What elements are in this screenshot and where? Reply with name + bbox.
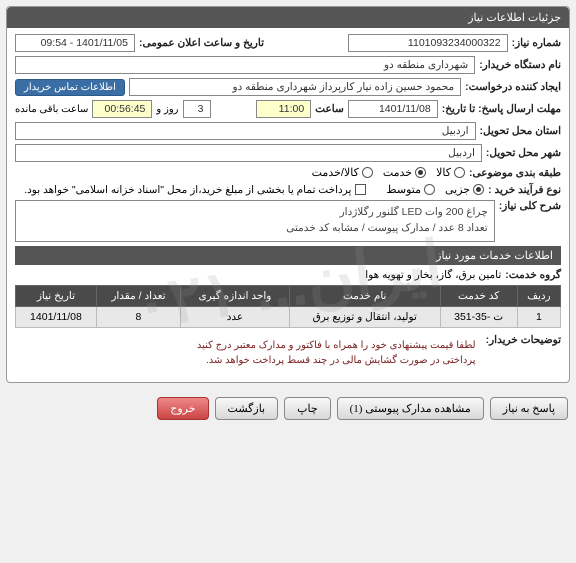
row-buyer-notes: توضیحات خریدار: لطفا قیمت پیشنهادی خود ر… — [15, 334, 561, 372]
need-number-label: شماره نیاز: — [512, 37, 561, 49]
payment-checkbox[interactable] — [355, 184, 366, 195]
radio-service[interactable]: خدمت — [383, 166, 426, 179]
cell-name: تولید، انتقال و توزیع برق — [289, 306, 440, 327]
row-province: استان محل تحویل: اردبیل — [15, 122, 561, 140]
buyer-note-line2: پرداختی در صورت گشایش مالی در چند قسط پر… — [197, 353, 476, 368]
category-radio-group: کالا خدمت کالا/خدمت — [312, 166, 465, 179]
time-remain-label: ساعت باقی مانده — [15, 104, 88, 115]
requester-field: محمود حسین زاده نیار کارپرداز شهرداری من… — [129, 78, 461, 96]
payment-note: پرداخت تمام یا بخشی از مبلغ خرید،از محل … — [24, 184, 351, 196]
radio-partial-label: جزیی — [445, 183, 470, 196]
services-table: ردیف کد خدمت نام خدمت واحد اندازه گیری ت… — [15, 285, 561, 328]
col-date: تاریخ نیاز — [16, 285, 97, 306]
radio-goods-service-label: کالا/خدمت — [312, 166, 359, 179]
col-qty: تعداد / مقدار — [96, 285, 180, 306]
buyer-org-label: نام دستگاه خریدار: — [479, 59, 561, 71]
buyer-notes-box: لطفا قیمت پیشنهادی خود را همراه با فاکتو… — [191, 334, 482, 372]
radio-goods-service[interactable]: کالا/خدمت — [312, 166, 373, 179]
buyer-notes-label: توضیحات خریدار: — [486, 334, 561, 346]
cell-date: 1401/11/08 — [16, 306, 97, 327]
delivery-province-field: اردبیل — [15, 122, 476, 140]
buyer-org-field: شهرداری منطقه دو — [15, 56, 475, 74]
desc-line1: چراغ 200 وات LED گلنور رگلاژدار — [22, 205, 488, 221]
row-desc: شرح کلی نیاز: چراغ 200 وات LED گلنور رگل… — [15, 200, 561, 242]
radio-dot-goods-service — [362, 167, 373, 178]
radio-dot-service — [415, 167, 426, 178]
deadline-date-field: 1401/11/08 — [348, 100, 438, 118]
radio-goods-label: کالا — [436, 166, 451, 179]
exit-button[interactable]: خروج — [157, 397, 208, 420]
need-number-field: 1101093234000322 — [348, 34, 508, 52]
row-process: نوع فرآیند خرید : جزیی متوسط پرداخت تمام… — [15, 183, 561, 196]
col-row: ردیف — [517, 285, 560, 306]
radio-goods[interactable]: کالا — [436, 166, 465, 179]
radio-dot-medium — [424, 184, 435, 195]
desc-box: چراغ 200 وات LED گلنور رگلاژدار تعداد 8 … — [15, 200, 495, 242]
table-header-row: ردیف کد خدمت نام خدمت واحد اندازه گیری ت… — [16, 285, 561, 306]
services-header: اطلاعات خدمات مورد نیاز — [15, 246, 561, 265]
row-buyer-org: نام دستگاه خریدار: شهرداری منطقه دو — [15, 56, 561, 74]
deadline-label: مهلت ارسال پاسخ: تا تاریخ: — [442, 103, 561, 115]
cell-qty: 8 — [96, 306, 180, 327]
col-unit: واحد اندازه گیری — [181, 285, 290, 306]
requester-label: ایجاد کننده درخواست: — [465, 81, 561, 93]
attachments-button[interactable]: مشاهده مدارک پیوستی (1) — [337, 397, 484, 420]
time-remain-field: 00:56:45 — [92, 100, 152, 118]
delivery-province-label: استان محل تحویل: — [480, 125, 561, 137]
radio-dot-partial — [473, 184, 484, 195]
delivery-city-field: اردبیل — [15, 144, 482, 162]
delivery-city-label: شهر محل تحویل: — [486, 147, 561, 159]
deadline-time-field: 11:00 — [256, 100, 311, 118]
category-label: طبقه بندی موضوعی: — [469, 167, 561, 179]
row-city: شهر محل تحویل: اردبیل — [15, 144, 561, 162]
row-category: طبقه بندی موضوعی: کالا خدمت کالا/خدمت — [15, 166, 561, 179]
service-group-label: گروه خدمت: — [505, 269, 561, 281]
row-deadline: مهلت ارسال پاسخ: تا تاریخ: 1401/11/08 سا… — [15, 100, 561, 118]
service-group-value: تامین برق، گاز، بخار و تهویه هوا — [365, 269, 501, 281]
cell-code: ت -35-351 — [440, 306, 517, 327]
reply-button[interactable]: پاسخ به نیاز — [490, 397, 568, 420]
form-area: شماره نیاز: 1101093234000322 تاریخ و ساع… — [7, 28, 569, 382]
col-name: نام خدمت — [289, 285, 440, 306]
main-panel: جزئیات اطلاعات نیاز شماره نیاز: 11010932… — [6, 6, 570, 383]
desc-line2: تعداد 8 عدد / مدارک پیوست / مشابه کد خدم… — [22, 221, 488, 237]
announce-datetime-field: 1401/11/05 - 09:54 — [15, 34, 135, 52]
panel-title: جزئیات اطلاعات نیاز — [7, 7, 569, 28]
cell-unit: عدد — [181, 306, 290, 327]
radio-medium[interactable]: متوسط — [386, 183, 435, 196]
radio-partial[interactable]: جزیی — [445, 183, 484, 196]
announce-datetime-label: تاریخ و ساعت اعلان عمومی: — [139, 37, 264, 49]
buyer-note-line1: لطفا قیمت پیشنهادی خود را همراه با فاکتو… — [197, 338, 476, 353]
col-code: کد خدمت — [440, 285, 517, 306]
contact-info-button[interactable]: اطلاعات تماس خریدار — [15, 79, 125, 96]
button-bar: پاسخ به نیاز مشاهده مدارک پیوستی (1) چاپ… — [0, 389, 576, 428]
radio-medium-label: متوسط — [386, 183, 421, 196]
back-button[interactable]: بازگشت — [215, 397, 279, 420]
days-remain-field: 3 — [183, 100, 211, 118]
cell-row: 1 — [517, 306, 560, 327]
row-requester: ایجاد کننده درخواست: محمود حسین زاده نیا… — [15, 78, 561, 96]
radio-dot-goods — [454, 167, 465, 178]
time-label: ساعت — [315, 103, 344, 115]
table-row: 1 ت -35-351 تولید، انتقال و توزیع برق عد… — [16, 306, 561, 327]
radio-service-label: خدمت — [383, 166, 412, 179]
process-label: نوع فرآیند خرید : — [488, 184, 561, 196]
day-and-label: روز و — [156, 104, 178, 115]
row-need-number: شماره نیاز: 1101093234000322 تاریخ و ساع… — [15, 34, 561, 52]
desc-label: شرح کلی نیاز: — [499, 200, 561, 212]
print-button[interactable]: چاپ — [284, 397, 331, 420]
process-radio-group: جزیی متوسط — [386, 183, 484, 196]
row-service-group: گروه خدمت: تامین برق، گاز، بخار و تهویه … — [15, 269, 561, 281]
